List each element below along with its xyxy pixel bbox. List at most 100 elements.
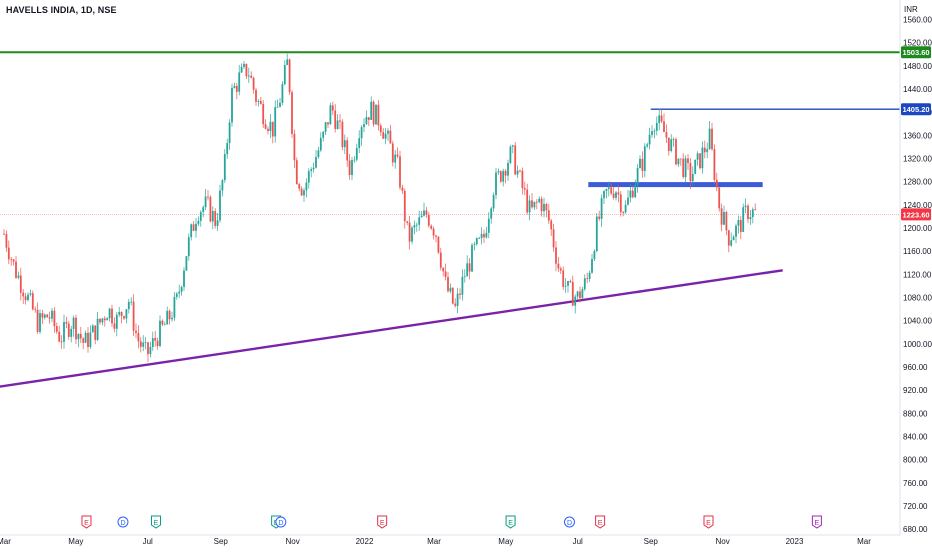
candle-body: [646, 144, 649, 147]
candle-body: [720, 208, 723, 225]
candle-body: [651, 131, 653, 135]
event-markers-layer[interactable]: EDEEDEEDEEE: [81, 515, 822, 529]
candle: [540, 196, 543, 217]
candle: [396, 147, 399, 159]
candle-body: [591, 258, 593, 273]
event-marker-6[interactable]: E: [505, 515, 516, 529]
candle: [60, 335, 63, 349]
event-marker-9[interactable]: E: [703, 515, 714, 529]
zones-layer[interactable]: [588, 182, 763, 188]
candle-body: [269, 121, 272, 132]
candle-body: [228, 122, 231, 144]
candle-body: [523, 188, 526, 190]
candle: [605, 188, 608, 199]
candle: [370, 96, 373, 121]
candle: [360, 125, 363, 146]
candle-body: [82, 338, 85, 343]
time-scale[interactable]: Mar May Jul Sep Nov 2022 Mar May Jul Sep Nov 2023 Ma…: [0, 537, 871, 546]
candle: [79, 326, 82, 344]
candle: [319, 132, 322, 152]
candle: [123, 315, 125, 320]
candle: [331, 101, 334, 115]
candle: [257, 99, 260, 107]
candle-body: [442, 267, 445, 272]
event-marker-4[interactable]: D: [275, 516, 287, 528]
candle: [581, 286, 584, 299]
candle-body: [271, 121, 274, 137]
candle-body: [346, 140, 349, 161]
candle-body: [574, 296, 577, 306]
event-marker-letter: E: [380, 520, 385, 527]
candle-body: [305, 182, 308, 191]
candle-body: [214, 211, 217, 226]
candle: [10, 256, 13, 266]
candle: [51, 308, 53, 323]
candle: [754, 203, 757, 211]
event-marker-8[interactable]: E: [595, 515, 606, 529]
candle-body: [144, 342, 147, 344]
candle: [377, 100, 380, 131]
y-tick-label: 920.00: [903, 386, 928, 395]
event-marker-letter: D: [120, 520, 125, 527]
candle: [591, 253, 593, 274]
candle-body: [595, 216, 598, 252]
candle-body: [430, 225, 433, 229]
candle: [622, 210, 625, 217]
candle-body: [600, 198, 603, 219]
candle: [216, 212, 219, 231]
candle-body: [439, 252, 442, 268]
candle: [118, 306, 121, 317]
candle: [610, 183, 613, 196]
event-marker-10[interactable]: E: [811, 515, 822, 529]
candle-body: [466, 263, 469, 277]
candle-body: [552, 229, 555, 248]
candle: [595, 212, 598, 253]
candle: [420, 210, 423, 218]
candle-body: [43, 314, 46, 318]
candle-body: [87, 332, 89, 348]
trendline-layer[interactable]: [0, 269, 783, 388]
candle: [247, 67, 250, 83]
candle-body: [84, 332, 87, 343]
candle: [178, 284, 181, 299]
y-tick-label: 880.00: [903, 409, 928, 418]
candle: [173, 292, 176, 321]
candle-body: [329, 105, 332, 125]
x-tick-label: Nov: [286, 537, 300, 546]
candle: [367, 117, 370, 127]
y-tick-label: 1440.00: [903, 85, 932, 94]
candle-body: [53, 310, 56, 327]
candle-body: [24, 296, 27, 301]
candle-body: [231, 87, 233, 123]
candle: [221, 179, 224, 197]
candle-body: [408, 222, 411, 242]
candle: [231, 83, 233, 127]
price-scale[interactable]: 1560.001520.001480.001440.001400.001360.…: [903, 5, 932, 534]
candle-body: [624, 204, 627, 213]
event-marker-5[interactable]: E: [377, 515, 388, 529]
candle-body: [699, 153, 701, 169]
event-marker-1[interactable]: D: [117, 516, 129, 528]
candle-body: [550, 220, 553, 230]
candle-body: [375, 104, 377, 125]
candle: [195, 217, 197, 238]
y-tick-label: 1040.00: [903, 317, 932, 326]
candle: [336, 114, 339, 130]
candle-body: [643, 146, 646, 171]
candle: [497, 168, 500, 175]
candle: [511, 144, 514, 154]
event-marker-0[interactable]: E: [81, 515, 92, 529]
candle: [192, 221, 195, 232]
event-marker-2[interactable]: E: [150, 515, 161, 529]
candle: [567, 280, 569, 293]
event-marker-7[interactable]: D: [563, 516, 575, 528]
horizontal-lines-layer[interactable]: [0, 51, 900, 110]
candle: [267, 126, 269, 135]
candle: [389, 124, 392, 144]
hline-price-tag-1: 1405.20: [901, 103, 931, 116]
candle-body: [730, 240, 733, 246]
candle: [463, 269, 466, 283]
candle-body: [276, 106, 279, 108]
